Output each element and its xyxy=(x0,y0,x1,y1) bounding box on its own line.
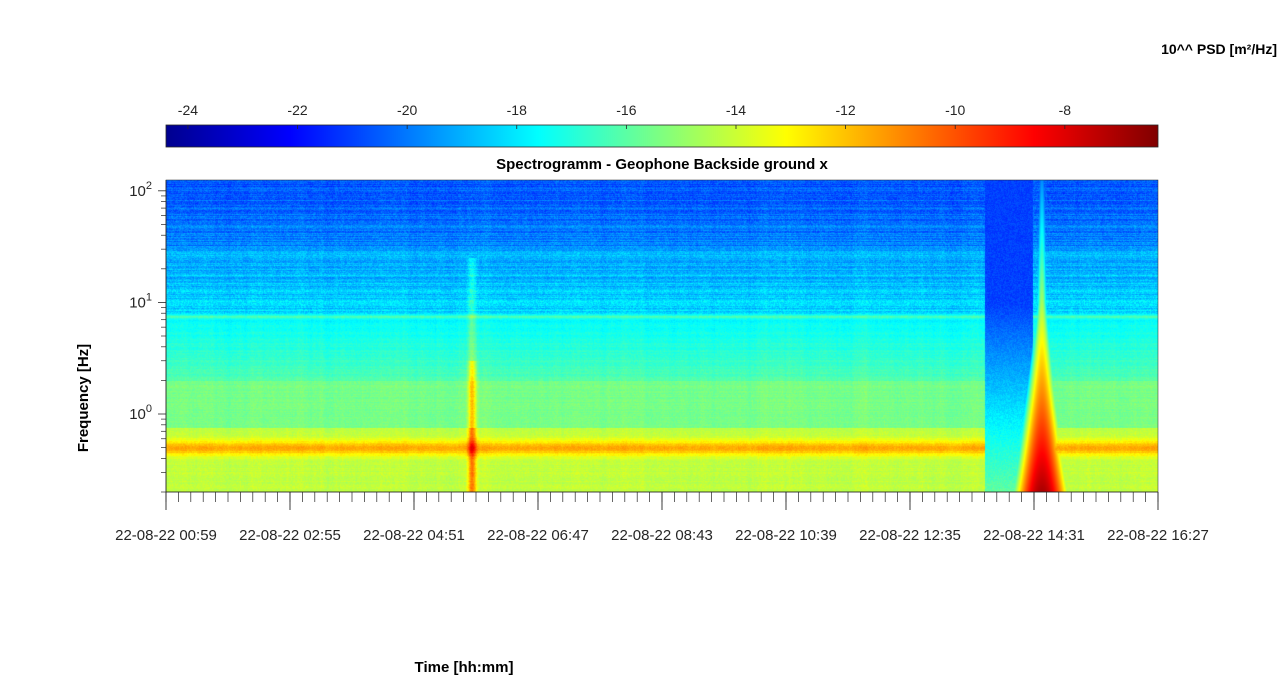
x-tick-label: 22-08-22 14:31 xyxy=(983,527,1085,544)
x-tick-label: 22-08-22 12:35 xyxy=(859,527,961,544)
x-tick-label: 22-08-22 04:51 xyxy=(363,527,465,544)
x-tick-label: 22-08-22 16:27 xyxy=(1107,527,1209,544)
colorbar-label: 10^^ PSD [m²/Hz] xyxy=(1161,41,1277,57)
y-axis-label: Frequency [Hz] xyxy=(75,344,92,452)
x-tick-label: 22-08-22 06:47 xyxy=(487,527,589,544)
y-tick-exponent: 2 xyxy=(146,180,152,192)
colorbar-tick-label: -22 xyxy=(287,102,307,118)
y-tick-base: 10 xyxy=(129,183,146,200)
colorbar-tick-label: -18 xyxy=(507,102,527,118)
plot-area xyxy=(165,179,1159,493)
y-tick-base: 10 xyxy=(129,294,146,311)
x-tick-label: 22-08-22 08:43 xyxy=(611,527,713,544)
y-tick-label: 100 xyxy=(129,403,152,423)
x-tick-label: 22-08-22 00:59 xyxy=(115,527,217,544)
spectrogram-heatmap xyxy=(166,180,1158,492)
y-tick-label: 101 xyxy=(129,291,152,311)
y-tick-exponent: 1 xyxy=(146,291,152,303)
y-tick-label: 102 xyxy=(129,180,152,200)
y-tick-base: 10 xyxy=(129,406,146,423)
colorbar-gradient xyxy=(165,124,1159,148)
colorbar-tick-label: -8 xyxy=(1059,102,1072,118)
x-axis-label: Time [hh:mm] xyxy=(415,659,514,676)
colorbar-ticks: -24 -22 -20 -18 -16 -14 -12 -10 -8 xyxy=(178,102,1071,129)
colorbar-tick-label: -16 xyxy=(616,102,636,118)
colorbar-tick-label: -10 xyxy=(945,102,965,118)
colorbar-tick-label: -20 xyxy=(397,102,417,118)
colorbar-tick-label: -14 xyxy=(726,102,746,118)
chart-title: Spectrogramm - Geophone Backside ground … xyxy=(496,156,828,173)
y-tick-exponent: 0 xyxy=(146,403,152,415)
x-axis: 22-08-22 00:59 22-08-22 02:55 22-08-22 04:… xyxy=(115,491,1209,544)
x-tick-label: 22-08-22 10:39 xyxy=(735,527,837,544)
colorbar-tick-label: -12 xyxy=(835,102,855,118)
colorbar-tick-label: -24 xyxy=(178,102,198,118)
x-tick-label: 22-08-22 02:55 xyxy=(239,527,341,544)
colorbar: -24 -22 -20 -18 -16 -14 -12 -10 -8 xyxy=(165,102,1159,148)
